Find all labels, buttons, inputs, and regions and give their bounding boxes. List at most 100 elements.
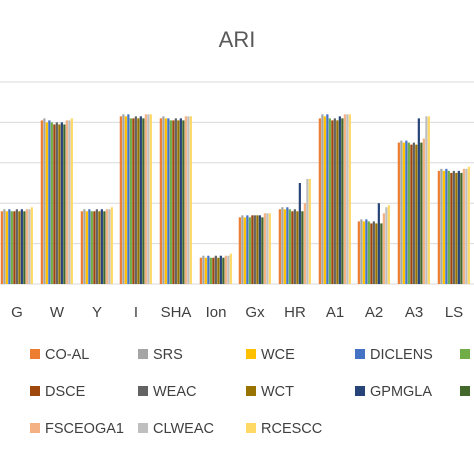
x-axis-tick-labels: G W Y I SHA Ion Gx HR A1 A2 A3 LS [11,304,463,321]
bar [462,168,465,284]
bar [217,257,220,284]
bar [360,219,363,284]
bar [18,211,21,284]
bar [326,114,329,284]
bar [134,116,137,284]
x-tick-label: A1 [326,304,344,321]
bar [122,114,125,284]
bar [159,118,162,284]
bar [328,118,331,284]
bar [187,116,190,284]
bar [60,122,63,285]
bar [410,144,413,284]
bar [420,142,423,284]
bar [288,209,291,284]
legend: CO-AL SRS WCE DICLENS DSCE WEAC WCT GPMGLA FSCEO… [30,347,470,437]
bar [248,217,251,284]
bar [450,172,453,284]
bar [357,221,360,284]
bar [55,122,58,285]
bar [457,170,460,284]
bar [440,168,443,284]
bar [58,124,61,284]
legend-label: CO-AL [45,347,89,363]
bar [85,211,88,284]
bar [422,138,425,284]
bar [341,118,344,284]
legend-swatch [460,386,470,396]
bar [333,118,336,284]
bar [301,211,304,284]
bar [442,170,445,284]
bar [253,215,256,284]
chart-title: ARI [219,27,256,52]
legend-label: WCE [261,347,295,363]
legend-label: WCT [261,384,294,400]
bar [362,221,365,284]
x-tick-label: I [134,304,138,321]
bars [0,114,470,285]
bar [142,118,145,284]
legend-label: DSCE [45,384,86,400]
legend-swatch [246,349,256,359]
bar [291,211,294,284]
bar [15,209,18,284]
bar [23,211,26,284]
legend-label: WEAC [153,384,197,400]
bar [402,142,405,284]
bar [68,120,71,284]
bar [336,120,339,284]
bar [437,170,440,284]
bar [385,207,388,284]
bar [367,221,370,284]
bar [238,217,241,284]
bar [241,215,244,284]
x-tick-label: HR [284,304,306,321]
bar [209,257,212,284]
x-tick-label: SHA [161,304,192,321]
bar [268,213,271,284]
bar [172,120,175,284]
bar [222,257,225,284]
bar [261,217,264,284]
bar [105,209,108,284]
bar [303,203,306,284]
bar [169,120,172,284]
bar [460,172,463,284]
bar [286,207,289,284]
bar [452,170,455,284]
bar [338,116,341,284]
bar [455,172,458,284]
bar [127,114,130,284]
bar [5,211,8,284]
bar [321,114,324,284]
bar [243,217,246,284]
bar [412,142,415,284]
bar [318,118,321,284]
bar [93,211,96,284]
bar [25,209,28,284]
bar [144,114,147,284]
legend-label: SRS [153,347,183,363]
bar [132,118,135,284]
bar [467,166,470,284]
x-tick-label: Gx [245,304,265,321]
bar [100,209,103,284]
bar [83,209,86,284]
bar [45,122,48,285]
bar [8,209,11,284]
bar [189,116,192,284]
legend-label: RCESCC [261,421,322,437]
bar [174,118,177,284]
bar [70,118,73,284]
bar [256,215,259,284]
bar [365,219,368,284]
bar [90,211,93,284]
legend-swatch [30,423,40,433]
bar [405,140,408,284]
bar [251,215,254,284]
bar [40,120,43,284]
bar [281,207,284,284]
